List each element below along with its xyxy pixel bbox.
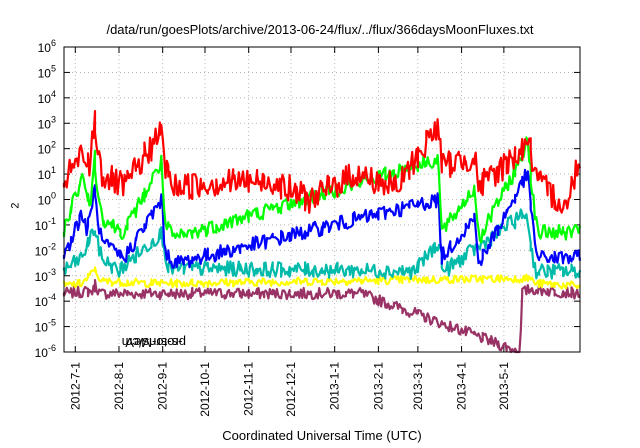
x-tick-label: 2012-9-1 xyxy=(156,362,170,410)
x-tick-label: 2012-10-1 xyxy=(198,362,212,417)
x-tick-label: 2012-8-1 xyxy=(112,362,126,410)
y-tick-label: 101 xyxy=(38,165,56,182)
y-tick-label: 102 xyxy=(38,140,56,157)
x-axis-label: Coordinated Universal Time (UTC) xyxy=(222,428,422,443)
y-tick-label: 10-3 xyxy=(35,267,56,284)
y-tick-label: 106 xyxy=(38,38,56,55)
y-tick-label: 100 xyxy=(38,191,56,208)
y-tick-label: 10-5 xyxy=(35,318,56,335)
x-tick-label: 2013-2-1 xyxy=(371,362,385,410)
y-tick-label: 104 xyxy=(38,89,56,106)
x-tick-label: 2013-3-1 xyxy=(411,362,425,410)
chart-title: /data/run/goesPlots/archive/2013-06-24/f… xyxy=(106,22,534,37)
x-tick-label: 2012-12-1 xyxy=(284,362,298,417)
series-line xyxy=(62,168,582,269)
series-line xyxy=(62,136,582,244)
x-tick-label: 2013-1-1 xyxy=(328,362,342,410)
y-tick-label: 105 xyxy=(38,63,56,80)
series-line xyxy=(62,279,580,354)
series-line xyxy=(62,110,582,214)
x-tick-label: 2013-4-1 xyxy=(455,362,469,410)
y-tick-label: 10-2 xyxy=(35,241,56,258)
plot-frame xyxy=(63,46,581,353)
y-tick-label: 10-4 xyxy=(35,292,56,309)
y-tick-label: 10-1 xyxy=(35,216,56,233)
y-tick-label: 10-6 xyxy=(35,343,56,360)
y-tick-label: 103 xyxy=(38,114,56,131)
series-line xyxy=(62,266,581,290)
x-tick-label: 2012-11-1 xyxy=(242,362,256,416)
x-tick-label: 2013-5-1 xyxy=(497,362,511,410)
x-tick-label: 2012-7-1 xyxy=(68,362,82,410)
